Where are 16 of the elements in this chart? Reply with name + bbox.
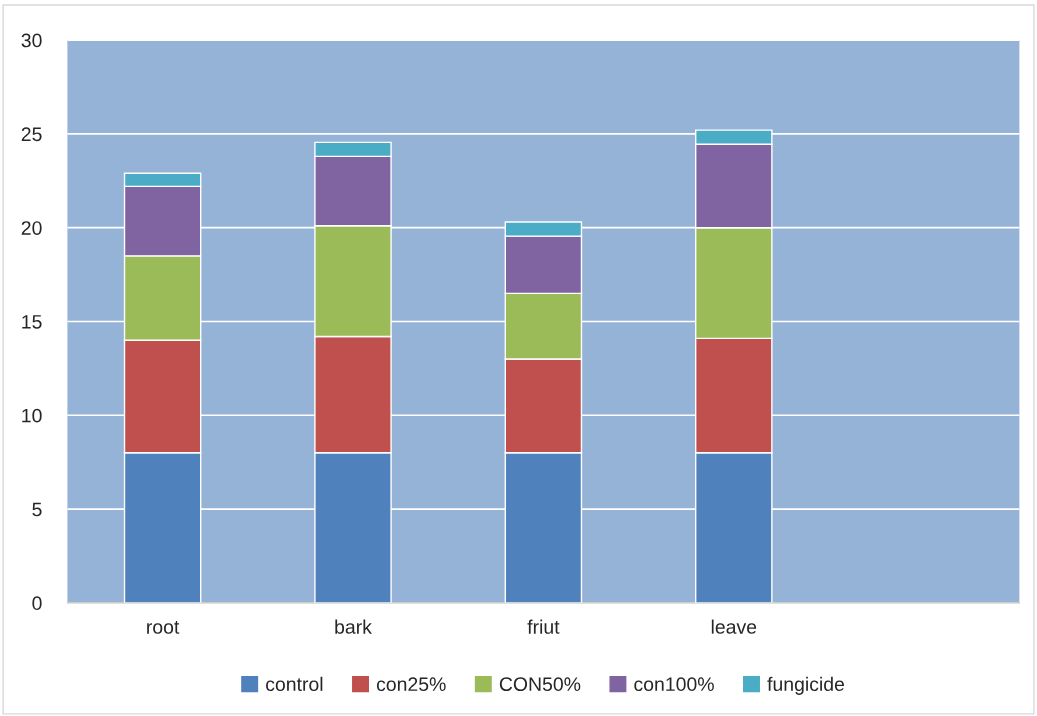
y-tick-label: 30 [21,33,42,48]
x-tick-label: root [147,621,180,634]
y-tick-label: 25 [21,127,42,142]
x-tick-label: friut [527,619,560,634]
legend-label: control [266,676,323,692]
legend-label: con100% [634,677,714,692]
y-tick-label: 15 [22,315,42,329]
x-tick-label: bark [335,619,372,634]
legend-label: CON50% [499,677,581,692]
y-tick-label: 0 [32,596,42,611]
y-tick-label: 20 [21,221,42,235]
legend-label: con25% [376,677,446,692]
x-tick-label: leave [711,619,757,634]
legend-label: fungicide [767,676,845,695]
y-tick-label: 10 [22,408,42,423]
y-tick-label: 5 [32,502,42,517]
